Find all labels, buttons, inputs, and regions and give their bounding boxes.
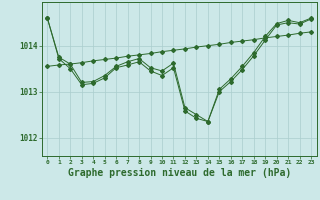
X-axis label: Graphe pression niveau de la mer (hPa): Graphe pression niveau de la mer (hPa): [68, 168, 291, 178]
